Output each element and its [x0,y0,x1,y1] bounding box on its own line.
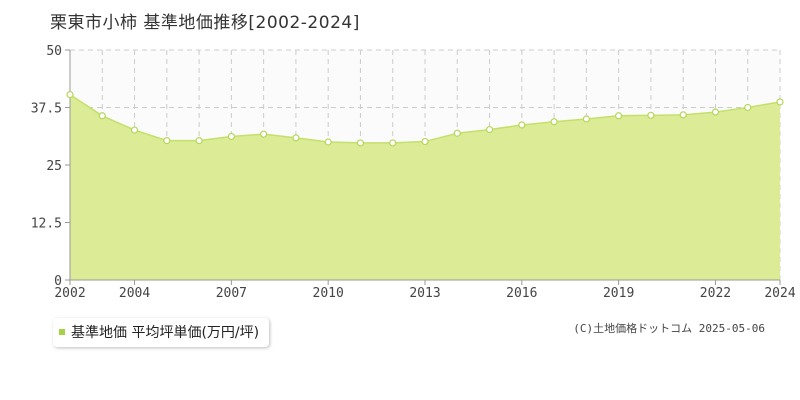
data-point [130,126,139,134]
data-point [163,137,171,145]
x-tick-label: 2016 [506,286,537,301]
data-point [227,132,235,141]
y-tick-label: 25 [46,159,62,174]
data-point [292,134,300,142]
x-tick-label: 2002 [54,286,85,301]
x-tick-label: 2010 [313,286,344,301]
series-area [70,94,780,281]
data-point [776,98,784,106]
data-point [389,139,397,147]
data-point [518,121,526,129]
data-point [66,91,74,99]
data-point [324,138,332,146]
label-layer: 0 12.5 25 37.5 50 2002 2004 2007 2010 2013 2016 201… [31,44,796,301]
chart-title: 栗東市小柿 基準地価推移[2002-2024] [50,13,360,33]
data-point [485,125,494,134]
legend: 基準地価 平均坪単価(万円/坪) [53,318,270,347]
x-tick-label: 2024 [764,286,795,301]
data-point [744,103,752,112]
data-point [615,112,623,120]
x-tick-label: 2007 [216,286,247,301]
x-tick-label: 2004 [119,286,150,301]
data-point [582,115,590,123]
y-tick-label: 12.5 [31,217,62,232]
y-tick-label: 0 [54,274,62,289]
y-tick-label: 50 [46,44,62,59]
x-tick-label: 2019 [603,286,634,301]
point-layer [66,91,784,147]
data-point [679,111,687,119]
data-point [356,139,365,147]
data-point [421,137,429,146]
axis-layer [65,49,781,285]
data-point [260,130,268,138]
data-point [453,129,461,137]
x-tick-label: 2013 [409,286,440,301]
legend-label: 基準地価 平均坪単価(万円/坪) [71,325,260,341]
data-point [195,137,203,145]
data-point [647,111,655,119]
x-tick-label: 2022 [700,286,731,301]
data-point [98,112,106,120]
data-point [711,108,720,116]
legend-swatch [59,329,65,335]
y-tick-label: 37.5 [31,102,62,117]
data-point [550,118,558,126]
credit-text: (C)土地価格ドットコム 2025-05-06 [573,322,765,335]
